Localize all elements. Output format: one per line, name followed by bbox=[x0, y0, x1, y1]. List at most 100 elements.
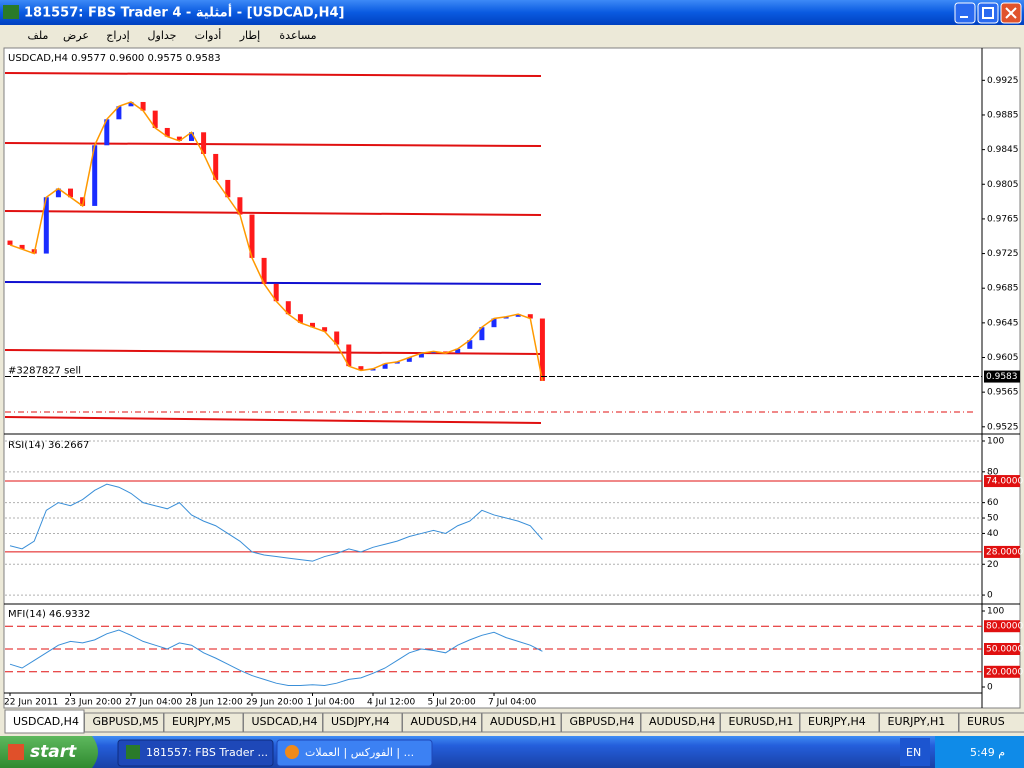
level-label-box bbox=[984, 620, 1020, 633]
level-label-box bbox=[984, 475, 1020, 488]
tab-label: EURJPY,M5 bbox=[172, 715, 231, 728]
y-tick-label: 100 bbox=[987, 437, 1004, 447]
last-price-box bbox=[984, 370, 1020, 383]
order-label: #3287827 sell bbox=[8, 366, 81, 377]
y-tick-label: 20 bbox=[987, 560, 999, 570]
task-icon bbox=[126, 745, 140, 759]
candle bbox=[176, 136, 182, 141]
menu-item[interactable]: إطار bbox=[239, 29, 260, 42]
tab-label: AUDUSD,H4 bbox=[411, 715, 477, 728]
y-tick-label: 0.9925 bbox=[987, 76, 1019, 86]
channel-line bbox=[4, 72, 542, 77]
start-button[interactable] bbox=[0, 736, 98, 768]
x-tick-label: 28 Jun 12:00 bbox=[186, 698, 243, 708]
y-tick-label: 0.9765 bbox=[987, 214, 1019, 224]
candle bbox=[479, 327, 485, 341]
windows-logo bbox=[8, 744, 24, 760]
candle bbox=[285, 301, 291, 315]
candle bbox=[491, 318, 497, 328]
candle bbox=[443, 351, 449, 354]
panel-title: RSI(14) 36.2667 bbox=[8, 440, 89, 451]
candle bbox=[68, 188, 73, 198]
y-tick-label: 50 bbox=[987, 514, 999, 524]
tab-label: AUDUSD,H4 bbox=[649, 715, 715, 728]
language[interactable]: EN bbox=[906, 746, 921, 759]
tab-label: EURUSD,H1 bbox=[729, 715, 794, 728]
candle bbox=[152, 110, 158, 128]
y-tick-label: 0.9565 bbox=[987, 388, 1019, 398]
candle bbox=[80, 197, 86, 206]
indicator-line bbox=[9, 629, 543, 686]
tab-label: USDCAD,H4 bbox=[13, 715, 79, 728]
candle bbox=[189, 132, 194, 141]
candle bbox=[467, 340, 473, 349]
menu-item[interactable]: جداول bbox=[148, 29, 177, 42]
y-tick-label: 0.9885 bbox=[987, 110, 1019, 120]
channel-line bbox=[4, 416, 542, 424]
candle bbox=[431, 351, 436, 354]
menu-item[interactable]: ملف bbox=[28, 29, 49, 42]
drawn-objects bbox=[4, 72, 975, 424]
menu-item[interactable]: عرض bbox=[63, 29, 89, 42]
tab-label: EURUS bbox=[967, 715, 1005, 728]
indicator-line bbox=[9, 483, 543, 562]
tab-label: USDJPY,H4 bbox=[331, 715, 390, 728]
task-button[interactable] bbox=[276, 739, 433, 767]
y-tick-label: 0.9845 bbox=[987, 145, 1019, 155]
language-bar bbox=[900, 738, 930, 766]
candle bbox=[249, 214, 255, 258]
candle bbox=[346, 344, 352, 367]
tabs: USDCAD,H4 GBPUSD,M5 EURJPY,M5 USDCAD,H4 USDJ… bbox=[4, 709, 1024, 734]
y-tick-label: 100 bbox=[987, 607, 1004, 617]
candle bbox=[261, 257, 267, 284]
level-label-box bbox=[984, 545, 1020, 558]
y-tick-label: 0.9805 bbox=[987, 180, 1019, 190]
candle bbox=[515, 314, 521, 317]
candle bbox=[237, 197, 243, 215]
candle bbox=[128, 101, 134, 107]
candle bbox=[382, 363, 388, 369]
candle bbox=[358, 366, 364, 371]
y-tick-label: 40 bbox=[987, 529, 999, 539]
chart-window bbox=[3, 47, 1021, 709]
task-button[interactable] bbox=[117, 739, 274, 767]
window-buttons bbox=[954, 2, 1022, 24]
level-label: 80.0000 bbox=[986, 622, 1023, 632]
candle bbox=[104, 119, 110, 146]
task-label: الفوركس | العملات | ... bbox=[305, 746, 414, 759]
tab-label: USDCAD,H4 bbox=[252, 715, 318, 728]
task-icon bbox=[285, 745, 299, 759]
candle bbox=[201, 132, 207, 154]
menu-bar bbox=[0, 25, 1024, 46]
channel-line bbox=[4, 349, 542, 355]
level-label: 74.0000 bbox=[986, 477, 1023, 487]
menu-item[interactable]: مساعدة bbox=[279, 29, 316, 42]
tab-label: GBPUSD,M5 bbox=[93, 715, 159, 728]
candle bbox=[225, 179, 231, 198]
tab[interactable] bbox=[958, 712, 1024, 733]
menu-item[interactable]: إدراج bbox=[106, 29, 129, 42]
maximize-button[interactable] bbox=[977, 2, 999, 24]
candle bbox=[92, 145, 98, 206]
task-label: 181557: FBS Trader ... bbox=[146, 746, 268, 759]
candle bbox=[406, 357, 412, 362]
tab-label: EURJPY,H1 bbox=[888, 715, 946, 728]
window-title: 181557: FBS Trader 4 - أمثلية - [USDCAD,… bbox=[24, 4, 344, 21]
candle bbox=[297, 314, 303, 323]
x-tick-label: 7 Jul 04:00 bbox=[488, 698, 537, 708]
candle bbox=[418, 353, 424, 358]
y-tick-label: 0.9685 bbox=[987, 284, 1019, 294]
candle bbox=[455, 348, 461, 354]
panel-title: USDCAD,H4 0.9577 0.9600 0.9575 0.9583 bbox=[8, 53, 221, 64]
y-tick-label: 60 bbox=[987, 498, 999, 508]
minimize-button[interactable] bbox=[954, 2, 976, 24]
last-price-label: 0.9583 bbox=[986, 372, 1018, 382]
x-tick-label: 5 Jul 20:00 bbox=[428, 698, 477, 708]
menu-item[interactable]: أدوات bbox=[195, 28, 222, 42]
panel-title: MFI(14) 46.9332 bbox=[8, 609, 90, 620]
y-tick-label: 0.9645 bbox=[987, 318, 1019, 328]
start-label: start bbox=[30, 742, 77, 762]
title-bar bbox=[0, 0, 1024, 25]
